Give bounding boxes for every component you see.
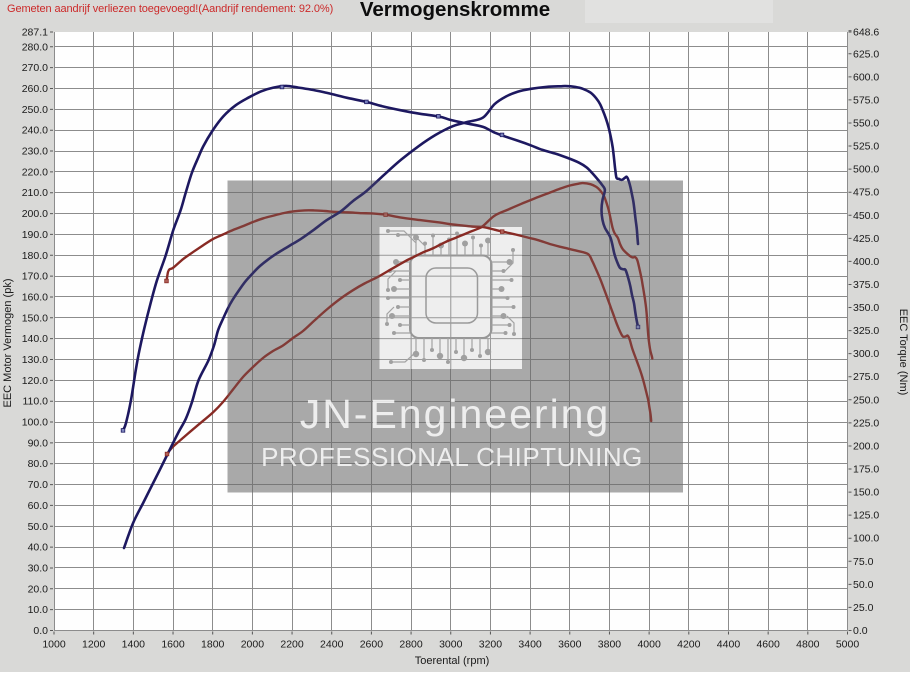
svg-text:100.0: 100.0: [22, 417, 48, 429]
svg-text:3200: 3200: [479, 639, 503, 651]
svg-text:375.0: 375.0: [853, 279, 879, 291]
svg-text:2800: 2800: [399, 639, 423, 651]
svg-text:JN-Engineering: JN-Engineering: [300, 391, 611, 437]
svg-text:500.0: 500.0: [853, 164, 879, 176]
svg-text:250.0: 250.0: [22, 104, 48, 116]
svg-text:550.0: 550.0: [853, 118, 879, 130]
svg-text:287.1: 287.1: [22, 27, 48, 39]
svg-text:60.0: 60.0: [28, 500, 49, 512]
svg-text:150.0: 150.0: [22, 312, 48, 324]
svg-text:4000: 4000: [637, 639, 661, 651]
svg-text:40.0: 40.0: [28, 542, 49, 554]
svg-text:2000: 2000: [241, 639, 265, 651]
svg-text:2600: 2600: [360, 639, 384, 651]
svg-text:4800: 4800: [796, 639, 820, 651]
svg-text:160.0: 160.0: [22, 292, 48, 304]
svg-text:Toerental (rpm): Toerental (rpm): [415, 655, 490, 667]
svg-text:190.0: 190.0: [22, 229, 48, 241]
svg-text:280.0: 280.0: [22, 41, 48, 53]
svg-text:3800: 3800: [598, 639, 622, 651]
svg-text:110.0: 110.0: [23, 396, 49, 408]
svg-text:525.0: 525.0: [853, 141, 879, 153]
svg-text:EEC Torque (Nm): EEC Torque (Nm): [897, 309, 909, 396]
svg-text:260.0: 260.0: [22, 83, 48, 95]
svg-text:250.0: 250.0: [853, 394, 879, 406]
svg-text:648.6: 648.6: [853, 27, 879, 39]
svg-text:1800: 1800: [201, 639, 225, 651]
svg-text:1400: 1400: [122, 639, 146, 651]
svg-text:1600: 1600: [161, 639, 185, 651]
svg-text:25.0: 25.0: [853, 602, 874, 614]
svg-text:350.0: 350.0: [853, 302, 879, 314]
svg-text:75.0: 75.0: [853, 556, 874, 568]
svg-text:475.0: 475.0: [853, 187, 879, 199]
svg-text:600.0: 600.0: [853, 71, 879, 83]
svg-text:200.0: 200.0: [22, 208, 48, 220]
svg-text:50.0: 50.0: [28, 521, 49, 533]
svg-text:2200: 2200: [280, 639, 304, 651]
svg-text:275.0: 275.0: [853, 371, 879, 383]
svg-text:2400: 2400: [320, 639, 344, 651]
svg-text:0.0: 0.0: [853, 625, 868, 637]
svg-text:150.0: 150.0: [853, 487, 879, 499]
svg-text:175.0: 175.0: [853, 464, 879, 476]
svg-text:PROFESSIONAL CHIPTUNING: PROFESSIONAL CHIPTUNING: [261, 442, 643, 472]
svg-text:625.0: 625.0: [853, 48, 879, 60]
svg-text:4600: 4600: [756, 639, 780, 651]
svg-text:450.0: 450.0: [853, 210, 879, 222]
svg-text:5000: 5000: [836, 639, 860, 651]
svg-text:130.0: 130.0: [22, 354, 48, 366]
svg-text:4200: 4200: [677, 639, 701, 651]
svg-text:325.0: 325.0: [853, 325, 879, 337]
svg-text:170.0: 170.0: [22, 271, 48, 283]
svg-text:4400: 4400: [717, 639, 741, 651]
svg-text:EEC Motor Vermogen (pk): EEC Motor Vermogen (pk): [2, 279, 14, 408]
svg-text:1000: 1000: [42, 639, 66, 651]
svg-text:225.0: 225.0: [853, 417, 879, 429]
svg-text:80.0: 80.0: [28, 458, 49, 470]
svg-text:100.0: 100.0: [853, 533, 879, 545]
svg-text:210.0: 210.0: [22, 187, 48, 199]
svg-text:140.0: 140.0: [22, 333, 48, 345]
svg-text:575.0: 575.0: [853, 94, 879, 106]
svg-text:230.0: 230.0: [22, 146, 48, 158]
svg-text:20.0: 20.0: [28, 583, 49, 595]
svg-text:3000: 3000: [439, 639, 463, 651]
svg-text:125.0: 125.0: [853, 510, 879, 522]
svg-text:400.0: 400.0: [853, 256, 879, 268]
svg-text:120.0: 120.0: [22, 375, 48, 387]
svg-text:70.0: 70.0: [28, 479, 49, 491]
svg-text:3400: 3400: [518, 639, 542, 651]
svg-text:3600: 3600: [558, 639, 582, 651]
svg-text:300.0: 300.0: [853, 348, 879, 360]
svg-text:425.0: 425.0: [853, 233, 879, 245]
svg-text:30.0: 30.0: [28, 563, 49, 575]
svg-text:200.0: 200.0: [853, 440, 879, 452]
svg-text:240.0: 240.0: [22, 125, 48, 137]
svg-text:1200: 1200: [82, 639, 106, 651]
svg-text:180.0: 180.0: [22, 250, 48, 262]
svg-text:50.0: 50.0: [853, 579, 874, 591]
svg-text:0.0: 0.0: [33, 625, 48, 637]
svg-text:90.0: 90.0: [28, 437, 49, 449]
svg-text:270.0: 270.0: [22, 62, 48, 74]
svg-text:220.0: 220.0: [22, 166, 48, 178]
svg-text:10.0: 10.0: [28, 604, 49, 616]
